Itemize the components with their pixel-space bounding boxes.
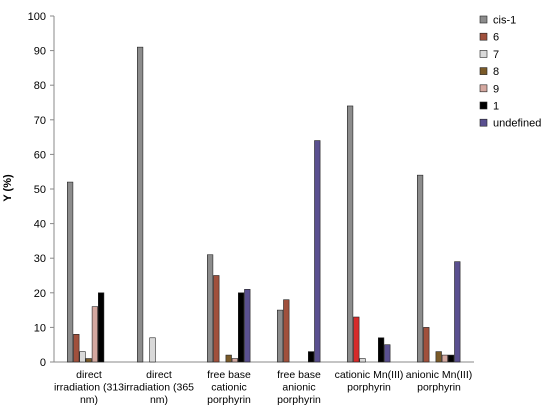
bar	[207, 254, 214, 363]
x-category-label-line: free base	[207, 369, 251, 381]
x-category-label-line: anionic Mn(III)	[406, 369, 473, 381]
y-tick-label: 50	[34, 184, 46, 196]
y-tick-label: 40	[34, 219, 46, 231]
y-tick-label: 70	[34, 115, 46, 127]
x-category-label-line: free base	[277, 369, 321, 381]
bar	[359, 358, 366, 363]
y-tick-label: 80	[34, 80, 46, 92]
bar	[454, 261, 461, 363]
bar	[85, 358, 92, 363]
x-category-label-line: cationic Mn(III)	[335, 369, 404, 381]
bar	[416, 174, 424, 363]
y-tick-label: 30	[34, 253, 46, 265]
legend-label: undefined	[493, 118, 541, 130]
bar	[276, 309, 284, 363]
bar	[423, 327, 430, 363]
x-category-label-line: nm)	[80, 394, 98, 406]
x-category-label-line: porphyrin	[417, 382, 461, 394]
x-category-label-line: anionic	[282, 382, 315, 394]
x-category-label-line: direct	[76, 369, 102, 381]
bar	[67, 181, 74, 363]
y-tick-label: 10	[34, 322, 46, 334]
bar	[441, 354, 449, 363]
x-axis-category-labels: direct irradiation (313 nm)direct irradiati…	[54, 369, 472, 406]
x-category-label-line: irradiation (365	[124, 382, 194, 394]
bar	[314, 140, 321, 363]
bar	[79, 351, 86, 363]
x-category-label-line: porphyrin	[277, 394, 321, 406]
legend-label: 7	[493, 49, 499, 61]
y-axis-title: Y (%)	[2, 174, 14, 202]
legend-swatch	[479, 50, 488, 58]
bar	[283, 299, 290, 363]
legend-swatch	[479, 67, 488, 75]
x-category-label: free base anionic porphyrin	[277, 369, 321, 406]
bar	[98, 292, 105, 363]
x-category-label-line: porphyrin	[347, 382, 391, 394]
axes	[53, 16, 474, 363]
legend: cis-1 6 7 8 9 1 undefined	[479, 15, 541, 130]
legend-label: 8	[493, 66, 499, 78]
bar	[377, 337, 385, 363]
bar	[73, 334, 80, 363]
bars	[67, 46, 461, 363]
y-tick-label: 0	[40, 357, 46, 369]
x-category-label-line: direct	[146, 369, 172, 381]
y-tick-label: 100	[28, 11, 46, 23]
x-category-label: free base cationic porphyrin	[207, 369, 251, 406]
y-tick-label: 90	[34, 46, 46, 58]
x-category-label: direct irradiation (313 nm)	[54, 369, 124, 406]
legend-swatch	[479, 118, 488, 127]
bar	[346, 105, 354, 363]
legend-label: 1	[493, 101, 499, 113]
bar	[307, 351, 315, 363]
bar	[238, 292, 245, 363]
legend-label: cis-1	[493, 15, 516, 27]
y-tick-label: 20	[34, 288, 46, 300]
y-tick-label: 60	[34, 149, 46, 161]
x-category-label-line: porphyrin	[207, 394, 251, 406]
bar	[213, 275, 220, 363]
bar	[353, 316, 360, 363]
x-category-label: direct irradiation (365 nm)	[124, 369, 194, 406]
bar	[137, 46, 144, 363]
bar	[447, 354, 455, 363]
legend-swatch	[479, 15, 488, 24]
bar	[244, 289, 251, 363]
bar	[225, 354, 232, 363]
y-axis-title-group: Y (%)	[2, 174, 14, 202]
bar	[91, 306, 98, 363]
legend-swatch	[479, 101, 488, 110]
x-category-label-line: irradiation (313	[54, 382, 124, 394]
legend-swatch	[479, 32, 488, 41]
bar	[384, 344, 391, 363]
x-category-label-line: nm)	[150, 394, 168, 406]
bar	[149, 337, 156, 363]
legend-swatch	[479, 84, 488, 93]
legend-label: 6	[493, 32, 499, 44]
legend-label: 9	[493, 83, 499, 95]
bar	[231, 358, 239, 363]
x-category-label-line: cationic	[211, 382, 247, 394]
y-axis-ticks: 0 10 20 30 40 50 60 70 80 90 100	[28, 11, 54, 369]
bar	[435, 351, 442, 363]
x-category-label: anionic Mn(III) porphyrin	[406, 369, 473, 394]
x-category-label: cationic Mn(III) porphyrin	[335, 369, 404, 394]
